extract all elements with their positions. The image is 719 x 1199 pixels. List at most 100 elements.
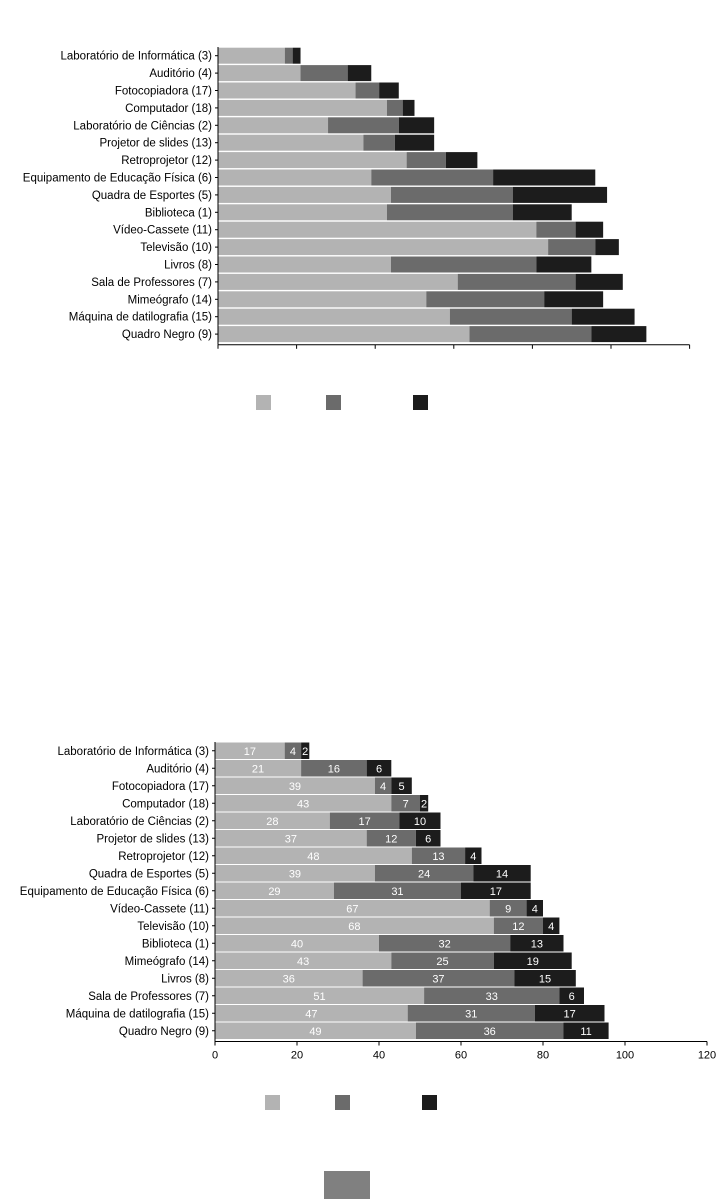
bar-segment (215, 952, 392, 969)
category-label: Vídeo-Cassete (11) (110, 903, 209, 915)
x-tick-label: 80 (537, 1050, 549, 1062)
data-label: 32 (438, 938, 450, 950)
x-tick-label: 0 (212, 1050, 218, 1062)
bar-segment (489, 900, 527, 917)
bar-segment (215, 847, 412, 864)
bar-segment (465, 847, 482, 864)
bar-segment (390, 256, 537, 273)
bar-segment (548, 239, 596, 256)
data-label: 13 (531, 938, 543, 950)
data-label: 68 (348, 921, 360, 933)
bar-segment (386, 99, 403, 116)
data-label: 15 (539, 973, 551, 985)
bar-segment (411, 847, 466, 864)
category-label: Laboratório de Informática (3) (61, 51, 213, 63)
category-label: Máquina de datilografia (15) (66, 1008, 209, 1020)
bar-segment (575, 273, 623, 290)
data-label: 14 (496, 868, 508, 880)
data-label: 51 (313, 991, 325, 1003)
data-label: 17 (564, 1008, 576, 1020)
category-label: Televisão (10) (140, 242, 212, 254)
data-label: 49 (309, 1026, 321, 1038)
bar-segment (218, 82, 356, 99)
bar-segment (218, 186, 391, 203)
data-label: 10 (414, 816, 426, 828)
bar-segment (543, 917, 560, 934)
bar-segment (390, 186, 513, 203)
bar-segment (461, 882, 531, 899)
bar-segment (215, 1005, 408, 1022)
bar-segment (469, 326, 592, 343)
data-label: 39 (289, 868, 301, 880)
legend-swatch (256, 395, 271, 410)
category-label: Fotocopiadora (17) (115, 86, 212, 98)
bar-segment (215, 1022, 416, 1039)
data-label: 6 (425, 833, 431, 845)
bar-segment (526, 900, 543, 917)
bar-segment (218, 308, 450, 325)
bar-segment (406, 152, 446, 169)
bar-segment (374, 777, 392, 794)
category-label: Laboratório de Informática (3) (58, 746, 210, 758)
data-label: 33 (486, 991, 498, 1003)
data-label: 6 (569, 991, 575, 1003)
category-label: Auditório (4) (146, 763, 209, 775)
data-label: 4 (470, 851, 476, 863)
data-label: 2 (302, 746, 308, 758)
bar-segment (575, 221, 604, 238)
bar-segment (426, 291, 545, 308)
category-label: Retroprojetor (12) (121, 155, 212, 167)
bar-segment (215, 882, 334, 899)
data-label: 7 (403, 798, 409, 810)
data-label: 31 (465, 1008, 477, 1020)
data-label: 37 (285, 833, 297, 845)
data-label: 17 (359, 816, 371, 828)
data-label: 47 (305, 1008, 317, 1020)
bar-segment (284, 47, 293, 64)
bar-segment (300, 65, 348, 82)
data-label: 5 (398, 781, 404, 793)
data-label: 9 (505, 903, 511, 915)
bar-segment (218, 47, 285, 64)
bar-segment (379, 935, 511, 952)
x-tick-label: 20 (291, 1050, 303, 1062)
bar-segment (415, 1022, 564, 1039)
data-label: 40 (291, 938, 303, 950)
bar-segment (510, 935, 564, 952)
bar-segment (218, 117, 329, 134)
bar-segment (215, 830, 367, 847)
bar-segment (420, 795, 429, 812)
category-label: Sala de Professores (7) (91, 277, 212, 289)
bar-segment (215, 987, 425, 1004)
category-label: Computador (18) (122, 798, 209, 810)
bar-segment (362, 970, 515, 987)
data-label: 67 (346, 903, 358, 915)
bar-segment (284, 742, 302, 759)
category-label: Quadra de Esportes (5) (89, 868, 209, 880)
legend-swatch (335, 1095, 350, 1110)
bar-segment (218, 256, 391, 273)
bar-segment (215, 812, 330, 829)
bar-segment (218, 99, 387, 116)
bar-segment (512, 204, 572, 221)
bar-segment (215, 760, 302, 777)
data-label: 17 (490, 886, 502, 898)
category-label: Máquina de datilografia (15) (69, 312, 212, 324)
category-label: Biblioteca (1) (145, 207, 212, 219)
bar-segment (355, 82, 380, 99)
bar-segment (407, 1005, 535, 1022)
x-tick-label: 120 (698, 1050, 716, 1062)
category-label: Laboratório de Ciências (2) (70, 816, 209, 828)
chart-1: Laboratório de Informática (3) Auditório … (23, 47, 691, 410)
category-label: Biblioteca (1) (142, 938, 209, 950)
category-label: Projetor de slides (13) (97, 833, 210, 845)
data-label: 13 (432, 851, 444, 863)
data-label: 21 (252, 763, 264, 775)
bar-segment (215, 935, 379, 952)
bar-segment (536, 221, 576, 238)
bar-segment (374, 865, 474, 882)
data-label: 48 (307, 851, 319, 863)
data-label: 31 (391, 886, 403, 898)
bar-segment (595, 239, 619, 256)
bar-segment (218, 152, 407, 169)
